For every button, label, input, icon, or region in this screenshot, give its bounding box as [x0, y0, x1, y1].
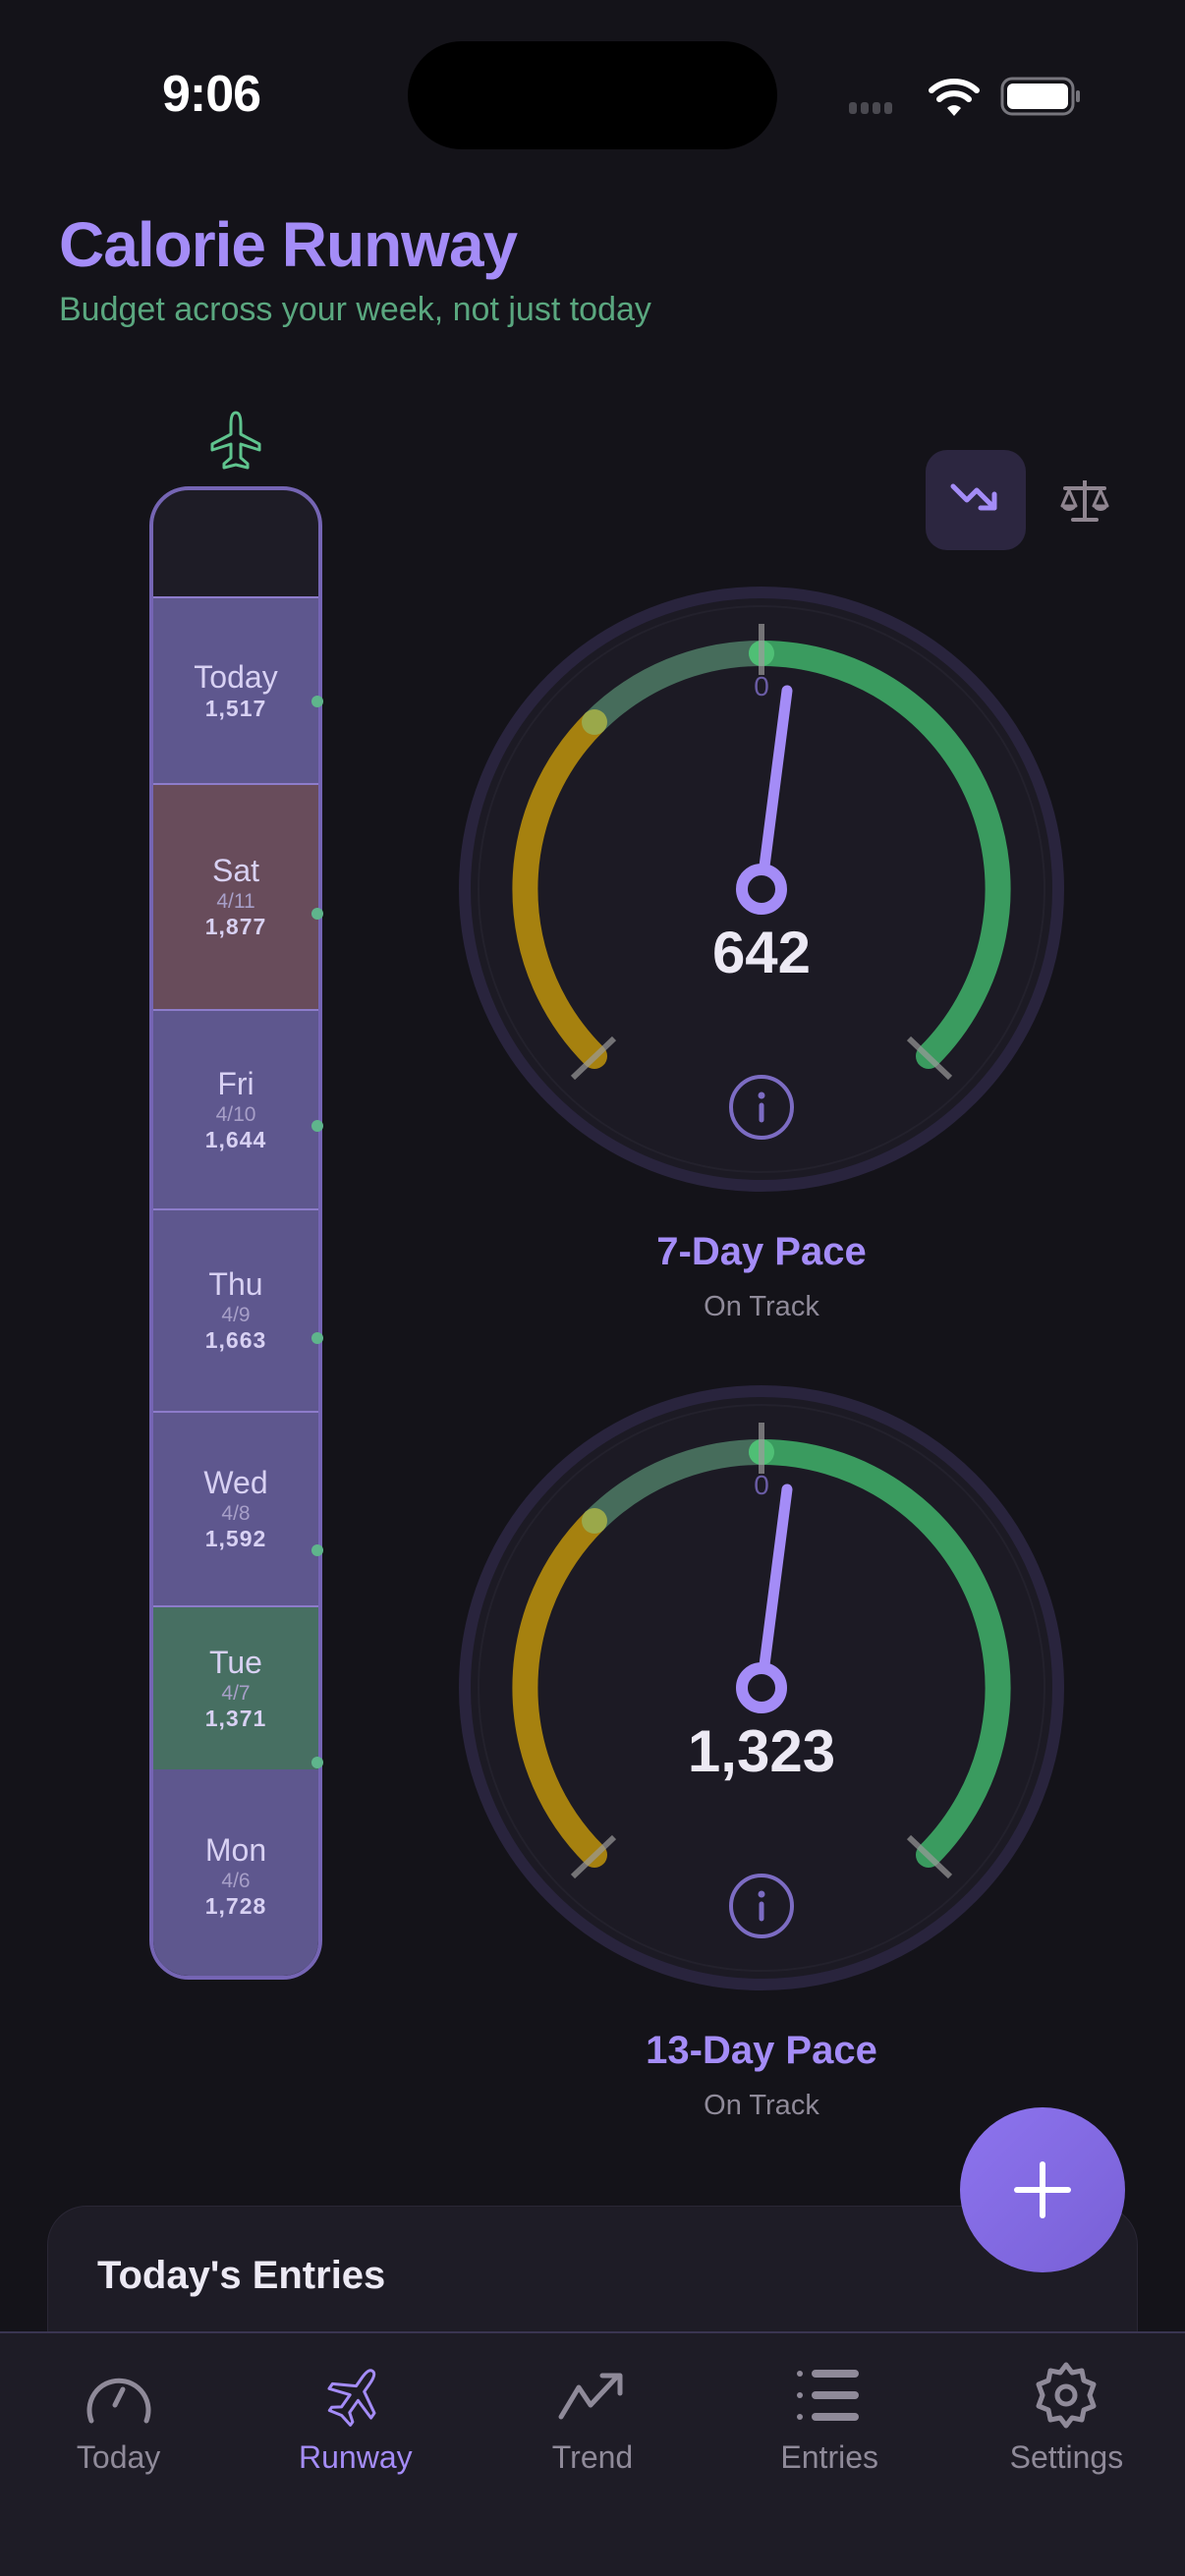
info-button[interactable]: [726, 1072, 797, 1143]
tab-label: Settings: [1009, 2439, 1124, 2475]
segment-date: 4/8: [221, 1502, 251, 1525]
segment-date: 4/6: [221, 1870, 251, 1892]
entries-title: Today's Entries: [97, 2254, 386, 2297]
airplane-icon: [327, 2369, 376, 2427]
runway-segment-today[interactable]: Today 1,517: [153, 596, 318, 783]
budget-marker-dot: [311, 1120, 323, 1132]
budget-marker-dot: [311, 1332, 323, 1344]
gauge-value: 642: [711, 920, 812, 985]
tab-label: Runway: [299, 2439, 413, 2475]
segment-calories: 1,877: [204, 914, 267, 940]
trend-down-icon: [950, 483, 997, 511]
segment-date: 4/9: [221, 1304, 251, 1326]
balance-view-button[interactable]: [1055, 450, 1114, 550]
budget-marker-dot: [311, 696, 323, 707]
dynamic-island: [408, 41, 777, 149]
pace-gauge-7-day: 0 642: [457, 585, 1066, 1194]
segment-day: Sat: [211, 853, 260, 889]
tab-today[interactable]: Today: [0, 2333, 237, 2576]
segment-day: Tue: [209, 1644, 262, 1680]
gauge-status: On Track: [704, 1291, 819, 1322]
tab-bar: Today Runway Trend Entri: [0, 2331, 1185, 2576]
list-icon: [797, 2370, 860, 2421]
gauge-title: 13-Day Pace: [646, 2029, 877, 2072]
segment-calories: 1,517: [204, 695, 267, 721]
runway-segment-wed[interactable]: Wed 4/8 1,592: [153, 1411, 318, 1605]
segment-date: 4/11: [216, 890, 255, 913]
gear-icon: [1036, 2362, 1097, 2429]
budget-marker-dot: [311, 908, 323, 920]
gauge-value: 1,323: [687, 1718, 836, 1784]
runway-segment-tue[interactable]: Tue 4/7 1,371: [153, 1605, 318, 1769]
tab-trend[interactable]: Trend: [474, 2333, 710, 2576]
segment-calories: 1,592: [204, 1526, 267, 1552]
page-subtitle: Budget across your week, not just today: [59, 291, 651, 328]
gauge-dial: [459, 1385, 1064, 1990]
runway-segment-sat[interactable]: Sat 4/11 1,877: [153, 783, 318, 1009]
segment-day: Today: [194, 658, 278, 695]
runway-segment-fri[interactable]: Fri 4/10 1,644: [153, 1009, 318, 1208]
gauge-zero-label: 0: [754, 671, 769, 701]
gauge-dial: [459, 587, 1064, 1192]
segment-calories: 1,728: [204, 1893, 267, 1920]
budget-marker-dot: [311, 1544, 323, 1556]
pace-gauge-13-day: 0 1,323: [457, 1383, 1066, 1992]
add-entry-button[interactable]: [960, 2107, 1125, 2272]
segment-day: Fri: [217, 1065, 254, 1101]
tab-label: Today: [76, 2439, 161, 2475]
info-icon: [729, 1874, 794, 1938]
runway-segment-thu[interactable]: Thu 4/9 1,663: [153, 1208, 318, 1411]
tab-runway[interactable]: Runway: [237, 2333, 474, 2576]
segment-calories: 1,371: [204, 1705, 267, 1731]
pace-view-button[interactable]: [926, 450, 1026, 550]
page-title: Calorie Runway: [59, 209, 518, 280]
tab-label: Entries: [780, 2439, 878, 2475]
gauge-zero-label: 0: [754, 1470, 769, 1500]
info-button[interactable]: [726, 1871, 797, 1941]
tab-settings[interactable]: Settings: [948, 2333, 1185, 2576]
segment-day: Thu: [208, 1266, 263, 1303]
scale-balance-icon: [1060, 480, 1109, 522]
segment-day: Wed: [203, 1465, 268, 1501]
airplane-icon: [210, 411, 261, 470]
budget-marker-dot: [311, 1757, 323, 1768]
status-time: 9:06: [162, 66, 261, 123]
cellular-signal-icon: [849, 102, 892, 114]
trend-up-icon: [558, 2373, 623, 2420]
view-toggle: [926, 450, 1114, 550]
segment-calories: 1,644: [204, 1126, 267, 1152]
tab-entries[interactable]: Entries: [711, 2333, 948, 2576]
gauge-title: 7-Day Pace: [656, 1230, 867, 1273]
calorie-runway-tube: Today 1,517 Sat 4/11 1,877 Fri 4/10 1,64…: [149, 486, 322, 1980]
segment-date: 4/7: [221, 1681, 251, 1705]
plus-icon: [1014, 2161, 1071, 2218]
wifi-icon: [929, 79, 980, 116]
gauge-status: On Track: [704, 2090, 819, 2121]
segment-date: 4/10: [215, 1102, 256, 1126]
tab-label: Trend: [551, 2439, 634, 2475]
speedometer-icon: [86, 2378, 151, 2424]
runway-segment-mon[interactable]: Mon 4/6 1,728: [153, 1769, 318, 1976]
segment-calories: 1,663: [204, 1327, 267, 1354]
info-icon: [729, 1075, 794, 1140]
segment-day: Mon: [204, 1832, 267, 1869]
battery-icon: [1000, 77, 1080, 116]
